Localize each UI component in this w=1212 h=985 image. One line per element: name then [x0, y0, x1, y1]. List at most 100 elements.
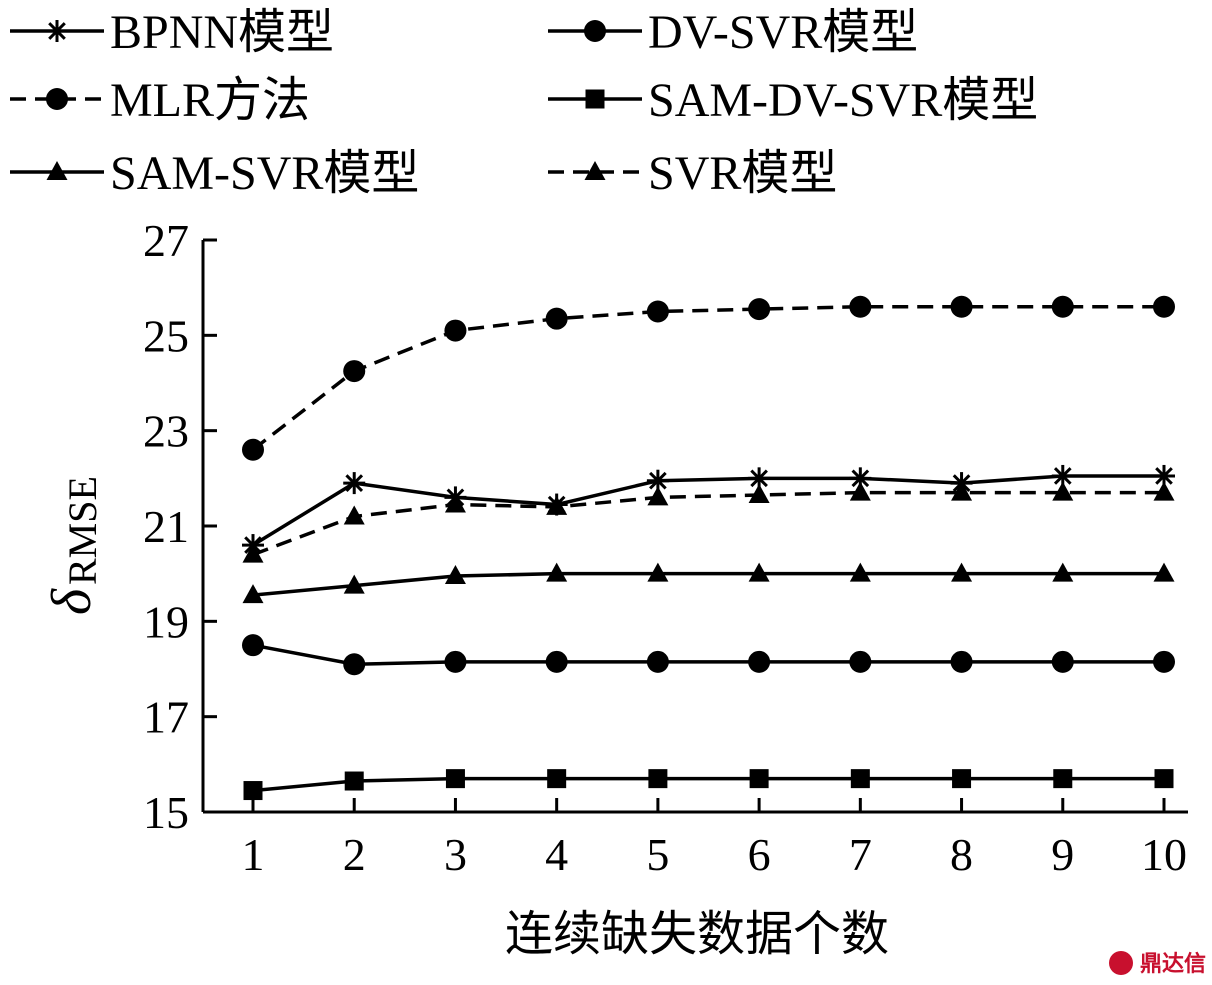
- data-point: [343, 505, 365, 525]
- data-point: [1053, 769, 1073, 789]
- x-tick-label: 2: [343, 829, 366, 880]
- x-tick-label: 3: [444, 829, 467, 880]
- data-point: [242, 543, 264, 563]
- legend-label: SAM-DV-SVR模型: [648, 74, 1038, 127]
- y-axis-title-sub: RMSE: [60, 476, 105, 585]
- y-tick-label: 17: [143, 692, 189, 743]
- data-point: [546, 495, 568, 515]
- data-point: [1153, 481, 1175, 501]
- x-tick-label: 9: [1051, 829, 1074, 880]
- data-point: [1052, 562, 1074, 582]
- data-point: [950, 650, 973, 673]
- data-point: [1051, 650, 1074, 673]
- data-point: [444, 493, 466, 513]
- x-tick-label: 7: [849, 829, 872, 880]
- data-point: [242, 584, 264, 604]
- data-point: [1154, 769, 1174, 789]
- data-point: [1052, 481, 1074, 501]
- watermark: 鼎达信: [1109, 951, 1206, 977]
- data-point: [1051, 295, 1074, 318]
- data-point: [343, 472, 366, 495]
- series-1: [242, 464, 1175, 557]
- legend-marker: [584, 161, 606, 180]
- series-line: [251, 304, 1164, 452]
- x-tick-label: 1: [242, 829, 265, 880]
- data-point: [242, 438, 264, 461]
- data-point: [545, 307, 568, 330]
- data-point: [849, 562, 871, 582]
- data-point: [849, 650, 872, 673]
- watermark-logo-icon: [1109, 951, 1133, 975]
- data-point: [648, 769, 668, 789]
- series-line: [252, 490, 1164, 557]
- legend-entry: BPNN模型: [10, 6, 334, 59]
- x-tick-label: 6: [748, 829, 771, 880]
- data-point: [242, 634, 264, 657]
- data-point: [243, 781, 263, 801]
- legend-label: DV-SVR模型: [648, 6, 918, 59]
- data-point: [545, 650, 568, 673]
- legend-entry: SAM-DV-SVR模型: [548, 74, 1038, 127]
- data-point: [444, 650, 467, 673]
- series-6: [242, 481, 1175, 563]
- x-tick-label: 4: [545, 829, 568, 880]
- series-line: [252, 643, 1164, 666]
- y-tick-label: 19: [143, 596, 189, 647]
- data-point: [344, 771, 364, 791]
- legend-label: BPNN模型: [110, 6, 334, 59]
- x-axis-title: 连续缺失数据个数: [505, 906, 889, 962]
- data-point: [343, 574, 365, 594]
- data-point: [952, 769, 972, 789]
- y-tick-label: 25: [143, 310, 189, 361]
- y-axis-title: δ RMSE: [41, 476, 105, 615]
- legend-label: SVR模型: [648, 147, 837, 200]
- y-tick-label: 23: [143, 406, 189, 457]
- series-2: [242, 634, 1175, 676]
- data-point: [1153, 650, 1175, 673]
- x-tick-label: 5: [646, 829, 669, 880]
- data-point: [748, 650, 771, 673]
- legend-entry: SVR模型: [548, 147, 837, 200]
- legend-marker: [584, 20, 606, 42]
- data-point: [647, 486, 669, 506]
- data-point: [646, 300, 669, 323]
- data-point: [849, 295, 872, 318]
- data-point: [748, 562, 770, 582]
- data-point: [748, 484, 770, 504]
- data-point: [647, 562, 669, 582]
- series-3: [242, 295, 1175, 461]
- data-point: [849, 481, 871, 501]
- data-point: [951, 562, 973, 582]
- x-tick-label: 10: [1141, 829, 1187, 880]
- y-axis-title-main: δ: [41, 588, 103, 615]
- data-point: [444, 565, 466, 585]
- data-point: [546, 562, 568, 582]
- y-tick-label: 21: [143, 501, 189, 552]
- legend: BPNN模型 DV-SVR模型 MLR方法 SAM-DV-SVR模型 SAM-SVR模型…: [10, 6, 1038, 200]
- y-tick-label: 15: [143, 787, 189, 838]
- legend-label: MLR方法: [110, 74, 310, 127]
- data-point: [444, 319, 467, 342]
- series-line: [252, 474, 1164, 547]
- legend-marker: [46, 161, 68, 180]
- data-point: [748, 298, 771, 321]
- legend-entry: SAM-SVR模型: [10, 147, 419, 200]
- legend-marker: [46, 88, 68, 110]
- legend-marker: [46, 20, 68, 42]
- series-layer: [242, 295, 1175, 801]
- data-point: [445, 769, 465, 789]
- data-point: [850, 769, 870, 789]
- y-tick-label: 27: [143, 215, 189, 266]
- data-point: [646, 650, 669, 673]
- legend-entry: MLR方法: [10, 74, 310, 127]
- data-point: [547, 769, 567, 789]
- x-tick-label: 8: [950, 829, 973, 880]
- data-point: [1153, 295, 1175, 318]
- series-line: [252, 571, 1164, 597]
- data-point: [343, 360, 366, 383]
- data-point: [343, 653, 366, 676]
- series-4: [243, 769, 1174, 801]
- series-5: [242, 562, 1175, 604]
